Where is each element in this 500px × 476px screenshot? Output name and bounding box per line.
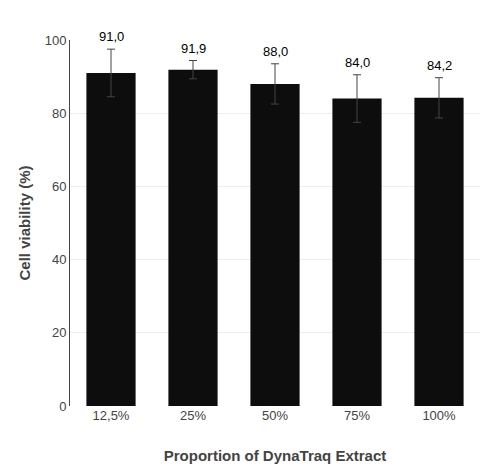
svg-text:80: 80 — [52, 106, 66, 121]
svg-text:91,9: 91,9 — [181, 41, 206, 56]
svg-text:12,5%: 12,5% — [93, 408, 130, 423]
svg-text:60: 60 — [52, 179, 66, 194]
svg-text:75%: 75% — [344, 408, 370, 423]
svg-text:100%: 100% — [422, 408, 456, 423]
svg-text:50%: 50% — [262, 408, 288, 423]
svg-text:Proportion of DynaTraq Extract: Proportion of DynaTraq Extract — [164, 447, 387, 464]
svg-text:0: 0 — [59, 399, 66, 414]
svg-text:100: 100 — [45, 33, 67, 48]
svg-text:Cell viability (%): Cell viability (%) — [16, 165, 33, 280]
svg-text:88,0: 88,0 — [263, 44, 288, 59]
svg-text:91,0: 91,0 — [99, 29, 124, 44]
svg-text:40: 40 — [52, 252, 66, 267]
svg-text:25%: 25% — [180, 408, 206, 423]
svg-text:84,2: 84,2 — [427, 58, 452, 73]
svg-text:20: 20 — [52, 325, 66, 340]
svg-text:84,0: 84,0 — [345, 55, 370, 70]
